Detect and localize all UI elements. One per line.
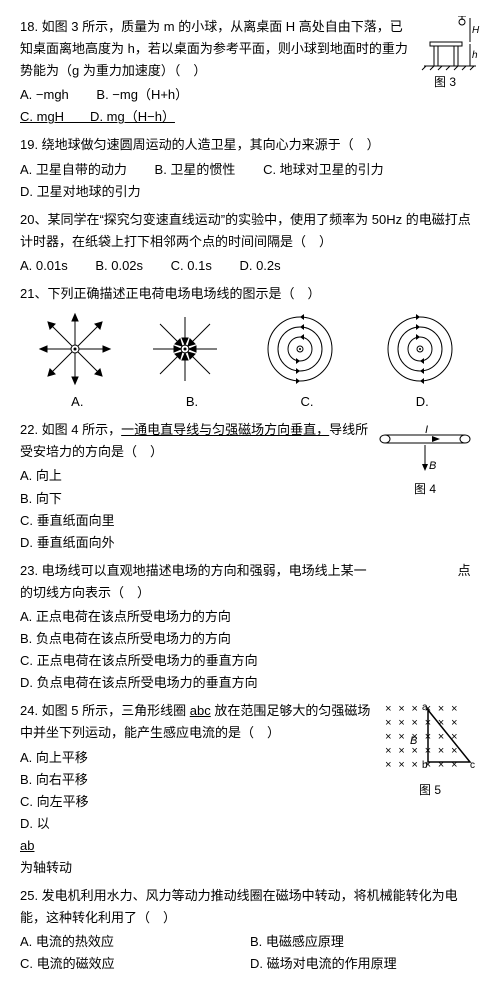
q23-opt-b: B. 负点电荷在该点所受电场力的方向 [20, 628, 480, 650]
q21-diag-c [255, 309, 345, 389]
q23-opt-a: A. 正点电荷在该点所受电场力的方向 [20, 606, 480, 628]
q22-opt-a: A. 向上 [20, 465, 370, 487]
svg-text:c: c [470, 760, 475, 771]
q20-opt-d: D. 0.2s [239, 255, 280, 277]
q25-opt-a: A. 电流的热效应 [20, 931, 226, 953]
q25-text: 25. 发电机利用水力、风力等动力推动线圈在磁场中转动，将机械能转化为电能，这种… [20, 885, 480, 929]
q20-opt-c: C. 0.1s [171, 255, 212, 277]
figure-3: H h 图 3 [410, 16, 480, 92]
q22-opt-d: D. 垂直纸面向外 [20, 532, 370, 554]
fig4-caption: 图 4 [370, 479, 480, 499]
q24-opt-d: D. 以 ab 为轴转动 [20, 813, 480, 879]
q19-opt-a: A. 卫星自带的动力 [20, 159, 127, 181]
q23-options: A. 正点电荷在该点所受电场力的方向 B. 负点电荷在该点所受电场力的方向 C.… [20, 606, 480, 694]
q22-options: A. 向上 B. 向下 C. 垂直纸面向里 D. 垂直纸面向外 [20, 465, 370, 553]
q21-label-b: B. [186, 391, 198, 413]
q22-opt-c: C. 垂直纸面向里 [20, 510, 370, 532]
svg-text:× × × × × ×: × × × × × × [385, 746, 458, 758]
svg-text:a: a [422, 702, 428, 713]
fig3-svg: H h [410, 16, 480, 72]
q20-options: A. 0.01s B. 0.02s C. 0.1s D. 0.2s [20, 255, 480, 277]
q20-opt-a: A. 0.01s [20, 255, 68, 277]
svg-text:B: B [410, 735, 417, 747]
q24-pre: 24. 如图 5 所示，三角形线圈 [20, 703, 190, 718]
q18-options: A. −mgh B. −mg（H+h） C. mgH D. mg（H−h） [20, 84, 410, 128]
question-24: × × × × × × × × × × × × × × × × × × × × … [20, 700, 480, 885]
q25-opt-b: B. 电磁感应原理 [250, 931, 456, 953]
svg-text:b: b [422, 760, 428, 771]
q18-opt-cd: C. mgH D. mg（H−h） [20, 106, 175, 128]
q21-diag-d [375, 309, 465, 389]
q19-opt-d: D. 卫星对地球的引力 [20, 181, 141, 203]
q23-text: 23. 电场线可以直观地描述电场的方向和强弱，电场线上某一 点的切线方向表示（ … [20, 560, 480, 604]
q19-opt-c: C. 地球对卫星的引力 [263, 159, 384, 181]
svg-text:× × × × × ×: × × × × × × [385, 718, 458, 730]
q21-label-a: A. [71, 391, 83, 413]
q24-d-u: ab [20, 835, 480, 857]
figure-5: × × × × × × × × × × × × × × × × × × × × … [380, 700, 480, 800]
figure-4: I B 图 4 [370, 419, 480, 499]
svg-text:B: B [429, 460, 436, 472]
q21-diag-a [35, 309, 115, 389]
q20-text: 20、某同学在“探究匀变速直线运动”的实验中，使用了频率为 50Hz 的电磁打点… [20, 209, 480, 253]
fig4-svg: I B [370, 419, 480, 479]
q24-d-post: 为轴转动 [20, 857, 480, 879]
q21-labels: A. B. C. D. [20, 391, 480, 413]
q25-options: A. 电流的热效应 B. 电磁感应原理 C. 电流的磁效应 D. 磁场对电流的作… [20, 931, 480, 975]
q21-diag-b [145, 309, 225, 389]
q23-opt-d: D. 负点电荷在该点所受电场力的垂直方向 [20, 672, 480, 694]
q18-opt-b: B. −mg（H+h） [96, 84, 188, 106]
q19-text: 19. 绕地球做匀速圆周运动的人造卫星，其向心力来源于（ ） [20, 134, 480, 156]
fig5-svg: × × × × × × × × × × × × × × × × × × × × … [380, 700, 480, 780]
q22-opt-b: B. 向下 [20, 488, 370, 510]
q20-opt-b: B. 0.02s [95, 255, 143, 277]
q22-text: 22. 如图 4 所示，一通电直导线与匀强磁场方向垂直，导线所受安培力的方向是（… [20, 419, 370, 463]
svg-text:H: H [472, 25, 480, 36]
q21-label-c: C. [300, 391, 313, 413]
q18-opt-a: A. −mgh [20, 84, 69, 106]
q19-opt-b: B. 卫星的惯性 [155, 159, 236, 181]
q25-opt-c: C. 电流的磁效应 [20, 953, 226, 975]
question-18: 18. 如图 3 所示，质量为 m 的小球，从离桌面 H 高处自由下落，已知桌面… [20, 16, 480, 134]
q19-options: A. 卫星自带的动力 B. 卫星的惯性 C. 地球对卫星的引力 D. 卫星对地球… [20, 159, 480, 203]
fig3-caption: 图 3 [410, 72, 480, 92]
q21-text: 21、下列正确描述正电荷电场电场线的图示是（ ） [20, 283, 480, 305]
q21-label-d: D. [416, 391, 429, 413]
q21-diagrams [20, 309, 480, 389]
q25-opt-d: D. 磁场对电流的作用原理 [250, 953, 456, 975]
q24-u: abc [190, 703, 211, 718]
q22-pre: 22. 如图 4 所示， [20, 422, 121, 437]
q23-opt-c: C. 正点电荷在该点所受电场力的垂直方向 [20, 650, 480, 672]
svg-text:h: h [472, 50, 478, 61]
question-22: 22. 如图 4 所示，一通电直导线与匀强磁场方向垂直，导线所受安培力的方向是（… [20, 419, 480, 560]
q24-d-pre: D. 以 [20, 813, 480, 835]
svg-text:I: I [425, 424, 428, 436]
q18-text: 18. 如图 3 所示，质量为 m 的小球，从离桌面 H 高处自由下落，已知桌面… [20, 16, 410, 82]
fig5-caption: 图 5 [380, 780, 480, 800]
q22-u: 一通电直导线与匀强磁场方向垂直， [121, 422, 329, 437]
